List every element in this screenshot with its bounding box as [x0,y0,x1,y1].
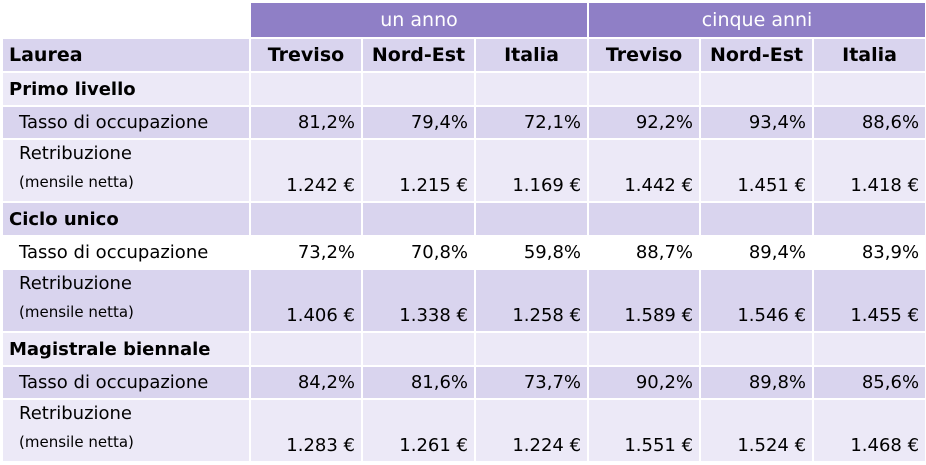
table-cell: 1.258 € [473,268,590,333]
table-cell: 1.261 € [361,398,476,463]
row-label: Retribuzione (mensile netta) [1,398,251,463]
row-label-sub: (mensile netta) [19,303,134,321]
section-title: Ciclo unico [1,201,251,237]
table-cell: 1.224 € [473,398,590,463]
table-cell: 73,7% [473,365,590,400]
table-cell: 85,6% [812,365,926,400]
table-cell: 70,8% [361,235,476,270]
section-title: Magistrale biennale [1,331,251,367]
table-cell: 1.468 € [812,398,926,463]
table-cell: 90,2% [587,365,702,400]
section-row: Ciclo unico [1,201,926,237]
row-label-sub: (mensile netta) [19,173,134,191]
table-cell: 81,6% [361,365,476,400]
table-row: Retribuzione (mensile netta) 1.406 € 1.3… [1,268,926,333]
row-label-main: Retribuzione [19,143,133,164]
table-cell: 83,9% [812,235,926,270]
table-cell: 1.242 € [249,138,363,203]
column-header: Italia [812,37,926,73]
row-label-main: Retribuzione [19,403,133,424]
table-row: Retribuzione (mensile netta) 1.283 € 1.2… [1,398,926,463]
table-row: Tasso di occupazione 81,2% 79,4% 72,1% 9… [1,105,926,140]
column-header: Treviso [587,37,702,73]
row-label: Tasso di occupazione [1,235,251,270]
table-cell: 1.283 € [249,398,363,463]
table-cell: 72,1% [473,105,590,140]
group-header-row: un anno cinque anni [1,1,926,39]
table-row: Tasso di occupazione 84,2% 81,6% 73,7% 9… [1,365,926,400]
column-header: Italia [473,37,590,73]
row-label: Tasso di occupazione [1,365,251,400]
table-cell: 88,7% [587,235,702,270]
column-header-laurea: Laurea [1,37,251,73]
column-header: Nord-Est [361,37,476,73]
group-header-un-anno: un anno [248,1,590,39]
table-cell: 1.546 € [699,268,815,333]
table-cell: 93,4% [699,105,815,140]
section-title: Primo livello [1,71,251,107]
table-cell: 92,2% [587,105,702,140]
row-label-sub: (mensile netta) [19,433,134,451]
header-blank-cell [1,1,251,39]
row-label-main: Retribuzione [19,273,133,294]
table-cell: 89,4% [699,235,815,270]
column-header: Treviso [249,37,363,73]
section-row: Primo livello [1,71,926,107]
table-cell: 1.551 € [587,398,702,463]
table-cell: 1.406 € [249,268,363,333]
row-label: Tasso di occupazione [1,105,251,140]
table-cell: 1.589 € [587,268,702,333]
section-row: Magistrale biennale [1,331,926,367]
table-cell: 1.524 € [699,398,815,463]
table-cell: 1.442 € [587,138,702,203]
table-cell: 73,2% [249,235,363,270]
column-header-row: Laurea Treviso Nord-Est Italia Treviso N… [1,37,926,73]
row-label: Retribuzione (mensile netta) [1,268,251,333]
table-cell: 88,6% [812,105,926,140]
table-cell: 1.338 € [361,268,476,333]
row-label: Retribuzione (mensile netta) [1,138,251,203]
group-header-cinque-anni: cinque anni [587,1,926,39]
table-cell: 1.169 € [473,138,590,203]
table-cell: 1.215 € [361,138,476,203]
table-cell: 59,8% [473,235,590,270]
table-row: Retribuzione (mensile netta) 1.242 € 1.2… [1,138,926,203]
table-row: Tasso di occupazione 73,2% 70,8% 59,8% 8… [1,235,926,270]
table-cell: 1.455 € [812,268,926,333]
column-header: Nord-Est [699,37,815,73]
table-cell: 79,4% [361,105,476,140]
table-cell: 81,2% [249,105,363,140]
table-cell: 84,2% [249,365,363,400]
table-cell: 1.418 € [812,138,926,203]
table-cell: 89,8% [699,365,815,400]
table-cell: 1.451 € [699,138,815,203]
